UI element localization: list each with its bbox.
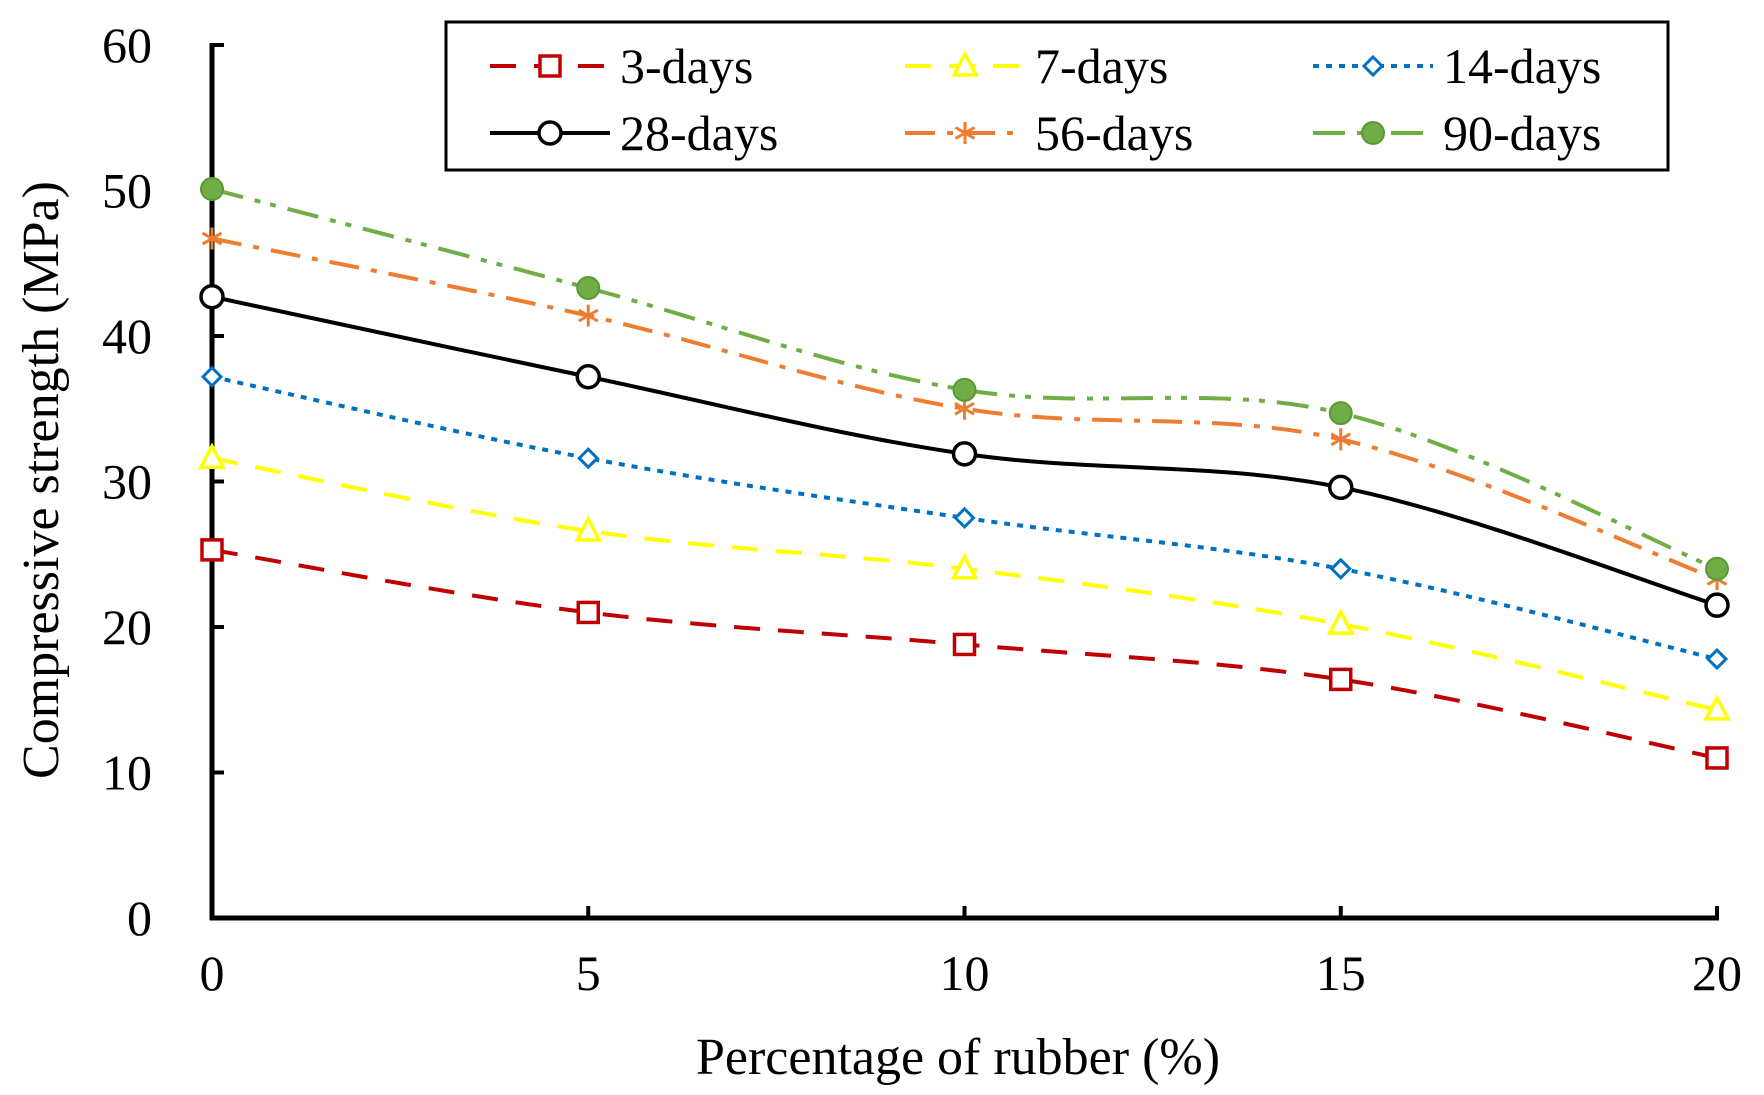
point-14-days-5 bbox=[577, 447, 600, 470]
point-14-days-0 bbox=[200, 365, 224, 388]
series-56-days bbox=[201, 227, 1728, 590]
legend-item-56-days: 56-days bbox=[905, 105, 1193, 161]
legend-marker-28-days bbox=[537, 120, 563, 146]
legend-label-28-days: 28-days bbox=[620, 105, 778, 161]
point-56-days-5 bbox=[577, 304, 599, 327]
x-tick-label: 15 bbox=[1316, 945, 1366, 1001]
legend-label-56-days: 56-days bbox=[1035, 105, 1193, 161]
series-line-56-days bbox=[211, 236, 1718, 581]
y-tick-label: 20 bbox=[102, 599, 152, 655]
legend-item-7-days: 7-days bbox=[905, 38, 1168, 94]
legend-marker-7-days bbox=[951, 50, 979, 77]
point-3-days-0 bbox=[200, 538, 224, 562]
point-56-days-15 bbox=[1330, 428, 1352, 451]
series-3-days bbox=[200, 538, 1729, 770]
point-56-days-0 bbox=[201, 227, 223, 250]
y-tick-label: 40 bbox=[102, 308, 152, 364]
legend: 3-days 7-days 14-days 28-days 56-days 90-days bbox=[444, 20, 1670, 172]
y-tick-label: 60 bbox=[102, 17, 152, 73]
x-tick-label: 0 bbox=[200, 945, 225, 1001]
legend-label-14-days: 14-days bbox=[1443, 38, 1601, 94]
legend-label-3-days: 3-days bbox=[620, 38, 753, 94]
point-28-days-10 bbox=[951, 441, 978, 467]
point-90-days-15 bbox=[1328, 401, 1353, 426]
legend-marker-3-days bbox=[538, 54, 562, 78]
legend-item-14-days: 14-days bbox=[1313, 38, 1601, 94]
point-90-days-0 bbox=[200, 177, 224, 202]
point-28-days-15 bbox=[1328, 474, 1354, 501]
legend-box bbox=[444, 20, 1670, 172]
legend-item-90-days: 90-days bbox=[1313, 105, 1601, 161]
series-7-days bbox=[198, 442, 1731, 721]
x-axis-title: Percentage of rubber (%) bbox=[696, 1029, 1220, 1086]
y-axis-title: Compressive strength (MPa) bbox=[13, 181, 70, 779]
point-14-days-15 bbox=[1329, 557, 1352, 580]
y-tick-label: 10 bbox=[102, 745, 152, 801]
point-3-days-10 bbox=[952, 632, 977, 657]
legend-label-7-days: 7-days bbox=[1035, 38, 1168, 94]
point-28-days-0 bbox=[199, 283, 225, 310]
y-tick-label: 30 bbox=[102, 454, 152, 510]
point-90-days-10 bbox=[952, 377, 977, 402]
series-line-7-days bbox=[211, 456, 1718, 712]
x-tick-label: 5 bbox=[576, 945, 601, 1001]
point-7-days-5 bbox=[574, 515, 603, 542]
legend-item-28-days: 28-days bbox=[490, 105, 778, 161]
series-line-90-days bbox=[211, 187, 1718, 571]
point-7-days-20 bbox=[1703, 694, 1731, 721]
point-7-days-10 bbox=[950, 553, 979, 580]
point-90-days-5 bbox=[576, 275, 601, 300]
legend-marker-90-days bbox=[1361, 121, 1385, 145]
point-7-days-15 bbox=[1326, 608, 1355, 635]
y-tick-label: 0 bbox=[127, 890, 152, 946]
series-28-days bbox=[199, 283, 1730, 618]
series-line-14-days bbox=[211, 374, 1718, 661]
point-28-days-20 bbox=[1704, 592, 1730, 618]
legend-item-3-days: 3-days bbox=[490, 38, 753, 94]
x-tick-label: 10 bbox=[940, 945, 990, 1001]
series-layer bbox=[198, 177, 1731, 770]
point-3-days-15 bbox=[1329, 667, 1353, 692]
point-3-days-20 bbox=[1705, 746, 1729, 770]
legend-marker-56-days bbox=[954, 122, 976, 144]
x-tick-label: 20 bbox=[1692, 945, 1742, 1001]
point-14-days-20 bbox=[1705, 647, 1729, 671]
series-14-days bbox=[200, 365, 1729, 671]
series-90-days bbox=[200, 177, 1729, 581]
legend-marker-14-days bbox=[1361, 54, 1385, 78]
point-90-days-20 bbox=[1705, 556, 1729, 581]
point-7-days-0 bbox=[198, 442, 226, 469]
legend-label-90-days: 90-days bbox=[1443, 105, 1601, 161]
point-14-days-10 bbox=[953, 506, 976, 529]
y-tick-label: 50 bbox=[102, 163, 152, 219]
point-3-days-5 bbox=[576, 600, 600, 625]
point-28-days-5 bbox=[575, 363, 601, 390]
